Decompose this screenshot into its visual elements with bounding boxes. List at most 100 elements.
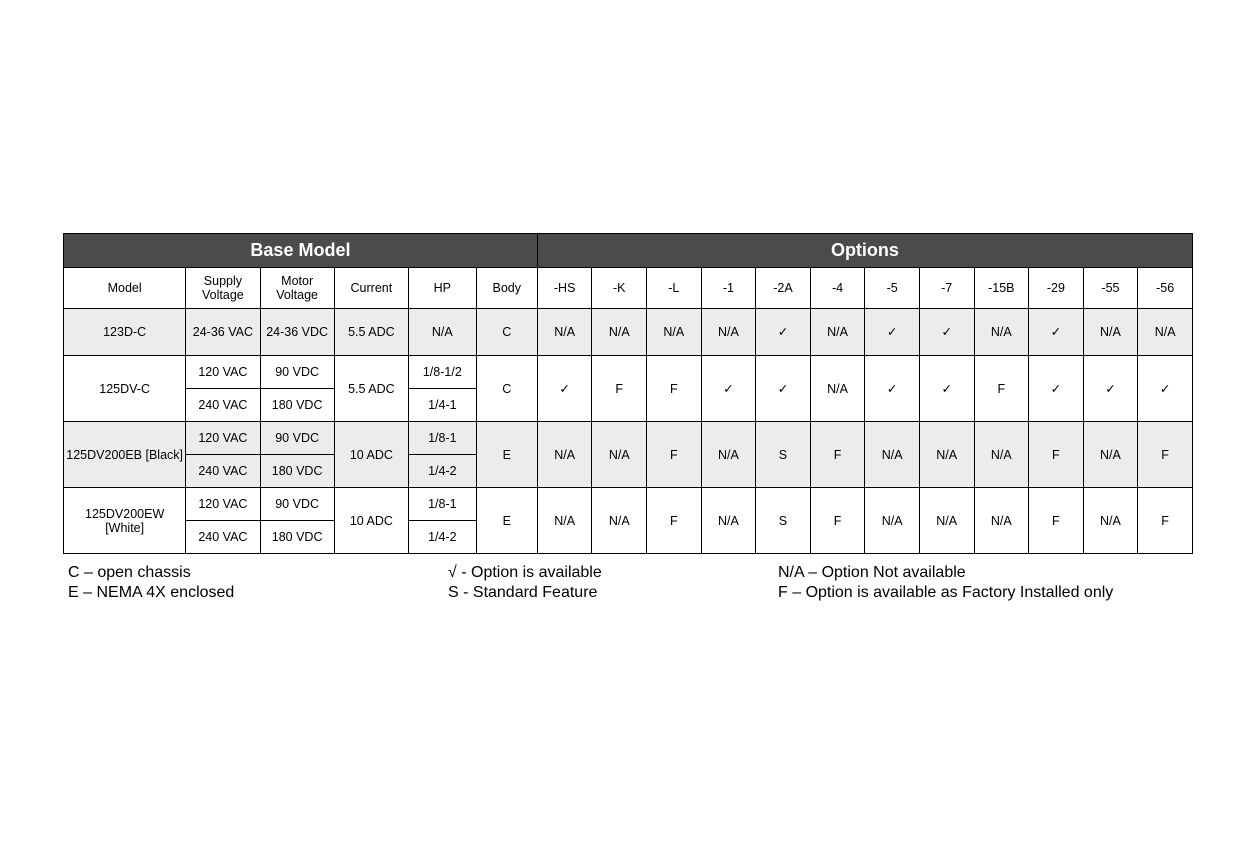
cell: N/A [1083,422,1138,488]
col-opt-15b: -15B [974,267,1029,309]
cell: F [810,422,865,488]
legend-e: E – NEMA 4X enclosed [68,584,448,602]
col-motor-voltage: Motor Voltage [260,267,334,309]
cell: F [1029,422,1084,488]
table-body: 123D-C24-36 VAC24-36 VDC5.5 ADCN/ACN/AN/… [64,309,1193,554]
cell: N/A [592,309,647,356]
cell: 5.5 ADC [334,356,408,422]
cell: N/A [1083,488,1138,554]
cell: ✓ [1138,356,1193,422]
cell: ✓ [919,356,974,422]
cell: ✓ [865,309,920,356]
cell: 120 VAC [186,356,260,389]
cell: 10 ADC [334,488,408,554]
legend-col-1: C – open chassis E – NEMA 4X enclosed [63,564,448,602]
col-current: Current [334,267,408,309]
table-row: 125DV-C120 VAC90 VDC5.5 ADC1/8-1/2C✓FF✓✓… [64,356,1193,389]
cell: N/A [537,488,592,554]
col-supply-voltage: Supply Voltage [186,267,260,309]
header-options: Options [537,234,1192,268]
cell: S [756,488,811,554]
cell: ✓ [1083,356,1138,422]
legend-f: F – Option is available as Factory Insta… [778,584,1193,602]
cell: 1/4-2 [408,455,476,488]
cell: N/A [701,309,756,356]
sub-header-row: Model Supply Voltage Motor Voltage Curre… [64,267,1193,309]
cell: ✓ [537,356,592,422]
col-opt-56: -56 [1138,267,1193,309]
cell: F [1029,488,1084,554]
cell: ✓ [701,356,756,422]
cell: ✓ [756,356,811,422]
cell: E [476,488,537,554]
cell: 1/4-1 [408,389,476,422]
legend-na: N/A – Option Not available [778,564,1193,582]
cell: N/A [919,488,974,554]
cell: N/A [1083,309,1138,356]
cell: N/A [647,309,702,356]
col-body: Body [476,267,537,309]
col-opt-4: -4 [810,267,865,309]
cell: 180 VDC [260,455,334,488]
col-opt-7: -7 [919,267,974,309]
header-base-model: Base Model [64,234,538,268]
cell: F [647,422,702,488]
table-row: 125DV200EB [Black]120 VAC90 VDC10 ADC1/8… [64,422,1193,455]
cell: 123D-C [64,309,186,356]
cell: C [476,309,537,356]
cell: N/A [810,356,865,422]
cell: N/A [865,488,920,554]
cell: 180 VDC [260,389,334,422]
col-opt-5: -5 [865,267,920,309]
col-opt-2a: -2A [756,267,811,309]
cell: N/A [408,309,476,356]
legend-s: S - Standard Feature [448,584,778,602]
table-row: 125DV200EW [White]120 VAC90 VDC10 ADC1/8… [64,488,1193,521]
cell: 24-36 VAC [186,309,260,356]
cell: F [810,488,865,554]
cell: N/A [1138,309,1193,356]
cell: 90 VDC [260,356,334,389]
cell: F [1138,422,1193,488]
cell: N/A [865,422,920,488]
cell: 1/8-1 [408,422,476,455]
col-opt-55: -55 [1083,267,1138,309]
cell: 180 VDC [260,521,334,554]
cell: 5.5 ADC [334,309,408,356]
col-model: Model [64,267,186,309]
cell: 1/8-1 [408,488,476,521]
cell: N/A [701,488,756,554]
cell: 24-36 VDC [260,309,334,356]
cell: ✓ [919,309,974,356]
cell: 90 VDC [260,422,334,455]
cell: 240 VAC [186,389,260,422]
cell: ✓ [1029,356,1084,422]
cell: N/A [592,488,647,554]
cell: N/A [974,488,1029,554]
cell: 1/8-1/2 [408,356,476,389]
legend-col-3: N/A – Option Not available F – Option is… [778,564,1193,602]
cell: F [1138,488,1193,554]
cell: N/A [974,422,1029,488]
col-opt-hs: -HS [537,267,592,309]
options-table: Base Model Options Model Supply Voltage … [63,233,1193,554]
cell: 90 VDC [260,488,334,521]
cell: F [647,356,702,422]
cell: 240 VAC [186,455,260,488]
cell: F [647,488,702,554]
cell: 120 VAC [186,488,260,521]
cell: N/A [810,309,865,356]
cell: 10 ADC [334,422,408,488]
cell: 125DV-C [64,356,186,422]
cell: N/A [974,309,1029,356]
cell: N/A [592,422,647,488]
legend-check: √ - Option is available [448,564,778,582]
cell: ✓ [1029,309,1084,356]
cell: 1/4-2 [408,521,476,554]
legend-col-2: √ - Option is available S - Standard Fea… [448,564,778,602]
cell: S [756,422,811,488]
cell: E [476,422,537,488]
cell: 125DV200EW [White] [64,488,186,554]
table-container: Base Model Options Model Supply Voltage … [63,233,1193,602]
cell: N/A [701,422,756,488]
